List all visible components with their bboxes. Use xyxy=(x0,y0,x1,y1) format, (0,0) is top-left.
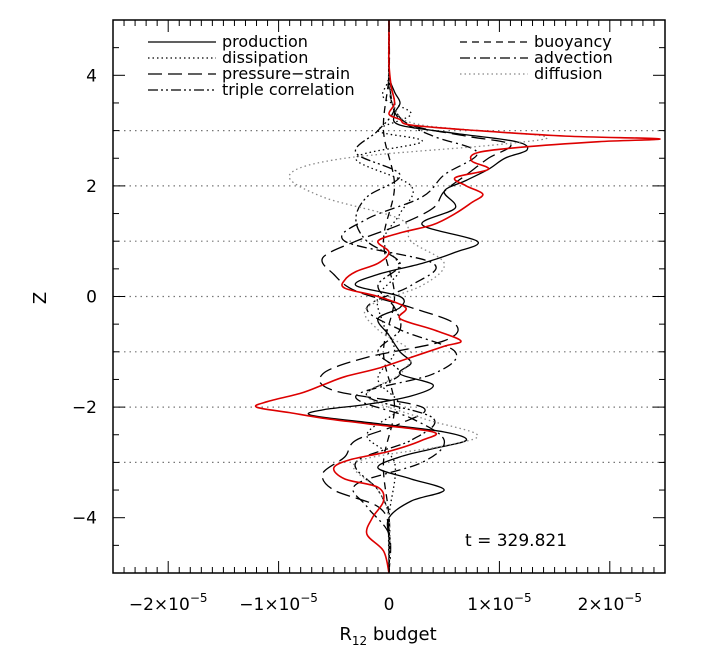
series-buoyancy xyxy=(382,19,396,574)
series-advection xyxy=(341,19,478,574)
y-tick-label: 4 xyxy=(86,66,97,86)
legend-label: triple correlation xyxy=(222,80,355,99)
x-axis-title-sub: 12 xyxy=(352,634,367,648)
series-diffusion xyxy=(288,19,548,574)
x-tick-label: −2×10−5 xyxy=(129,591,208,615)
legend-label: advection xyxy=(534,48,613,67)
y-tick-label: 2 xyxy=(86,177,97,197)
x-axis-title: R12 budget xyxy=(339,624,436,648)
x-axis-title-suffix: budget xyxy=(367,624,437,645)
x-tick-label: 2×10−5 xyxy=(578,591,642,615)
y-axis-title: Z xyxy=(30,292,51,304)
axis-ticks xyxy=(112,19,666,574)
legend-label: buoyancy xyxy=(534,32,612,51)
series-pressure-strain xyxy=(318,20,512,574)
series-triple-correlation xyxy=(354,19,436,574)
y-tick-label: 0 xyxy=(86,288,97,308)
x-axis-title-main: R xyxy=(339,624,352,645)
reference-lines xyxy=(113,130,665,463)
y-tick-label: −4 xyxy=(72,509,97,529)
x-tick-labels: −2×10−5 −1×10−5 0 1×10−5 2×10−5 xyxy=(129,591,642,615)
x-tick-label: 1×10−5 xyxy=(467,591,531,615)
legend-label: dissipation xyxy=(222,48,308,67)
series-group xyxy=(254,19,661,574)
legend: productiondissipationpressure−straintrip… xyxy=(148,32,613,99)
legend-label: production xyxy=(222,32,308,51)
y-tick-label: −2 xyxy=(72,398,97,418)
series-total xyxy=(254,20,661,574)
x-tick-label: −1×10−5 xyxy=(239,591,318,615)
x-tick-label: 0 xyxy=(384,595,395,615)
time-annotation: t = 329.821 xyxy=(465,531,567,551)
series-dissipation xyxy=(355,19,423,574)
y-tick-labels: 4 2 0 −2 −4 xyxy=(72,66,97,528)
legend-label: diffusion xyxy=(534,64,602,83)
legend-label: pressure−strain xyxy=(222,64,350,83)
series-production xyxy=(307,20,529,573)
